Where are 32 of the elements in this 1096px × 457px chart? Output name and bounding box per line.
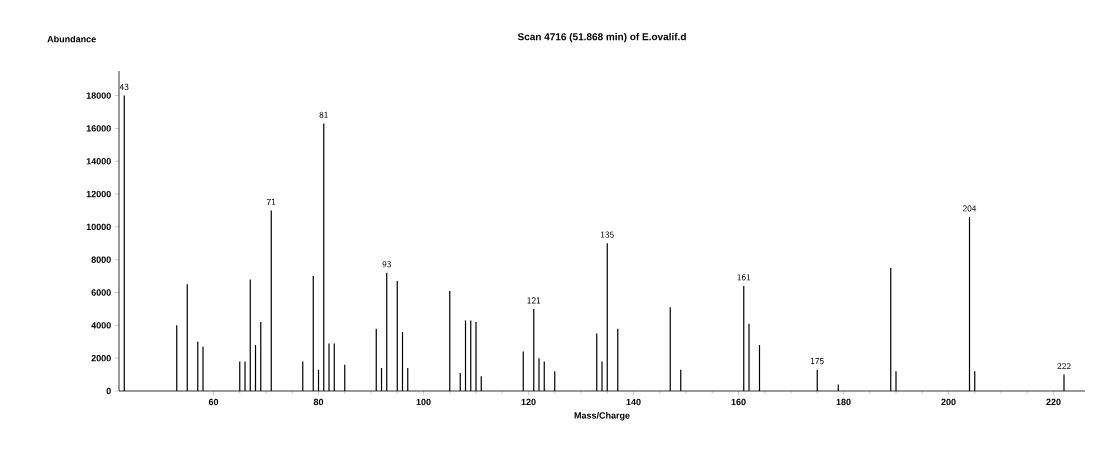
x-tick-label: 140 <box>626 398 641 406</box>
annotation: 93 <box>382 261 391 268</box>
y-tick-label: 8000 <box>91 256 111 263</box>
x-tick-label: 160 <box>731 398 746 406</box>
y-tick-label: 6000 <box>91 289 111 296</box>
annotation: 135 <box>601 231 614 238</box>
x-axis-title: Mass/Charge <box>574 412 630 421</box>
y-tick-label: 14000 <box>86 158 111 165</box>
annotation: 161 <box>737 274 750 281</box>
x-tick-label: 80 <box>313 398 324 406</box>
annotation: 81 <box>319 111 328 118</box>
x-tick-label: 180 <box>836 398 851 406</box>
x-tick-label: 200 <box>941 398 956 406</box>
annotation: 175 <box>811 357 824 365</box>
x-tick-label: 60 <box>208 398 219 406</box>
y-tick-label: 18000 <box>86 92 111 99</box>
annotation: 71 <box>267 198 276 205</box>
x-tick-label: 220 <box>1046 398 1061 406</box>
y-tick-label: 0 <box>106 387 111 395</box>
annotation: 43 <box>119 83 129 91</box>
annotation: 204 <box>962 205 977 212</box>
y-tick-label: 2000 <box>91 354 111 362</box>
annotation: 121 <box>527 297 540 304</box>
annotation: 222 <box>1057 362 1071 370</box>
y-tick-label: 16000 <box>86 125 111 132</box>
y-tick-label: 12000 <box>86 190 111 198</box>
y-tick-label: 10000 <box>86 223 111 231</box>
y-axis-title: Abundance <box>47 35 96 43</box>
x-tick-label: 100 <box>416 398 431 406</box>
y-tick-label: 4000 <box>91 322 111 329</box>
x-tick-label: 120 <box>521 398 536 406</box>
chart-title: Scan 4716 (51.868 min) of E.ovalif.d <box>517 32 686 43</box>
